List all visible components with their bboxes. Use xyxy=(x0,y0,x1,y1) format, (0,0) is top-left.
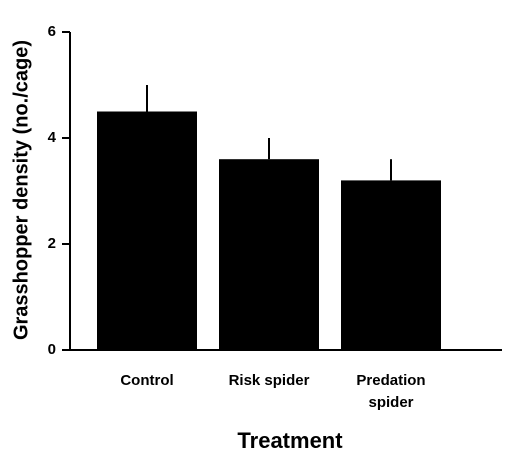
y-axis-label: Grasshopper density (no./cage) xyxy=(10,40,32,340)
y-tick-label: 0 xyxy=(48,341,56,358)
bar xyxy=(341,180,441,350)
bar xyxy=(219,159,319,350)
x-tick-label: Control xyxy=(120,372,174,389)
y-tick-label: 6 xyxy=(48,23,56,40)
x-tick-label: Predation spider xyxy=(356,372,426,411)
y-tick-label: 4 xyxy=(48,129,57,146)
bar xyxy=(97,111,197,350)
x-tick-label: Risk spider xyxy=(228,372,310,389)
y-tick-label: 2 xyxy=(48,235,56,252)
x-axis-label: Treatment xyxy=(237,428,343,453)
